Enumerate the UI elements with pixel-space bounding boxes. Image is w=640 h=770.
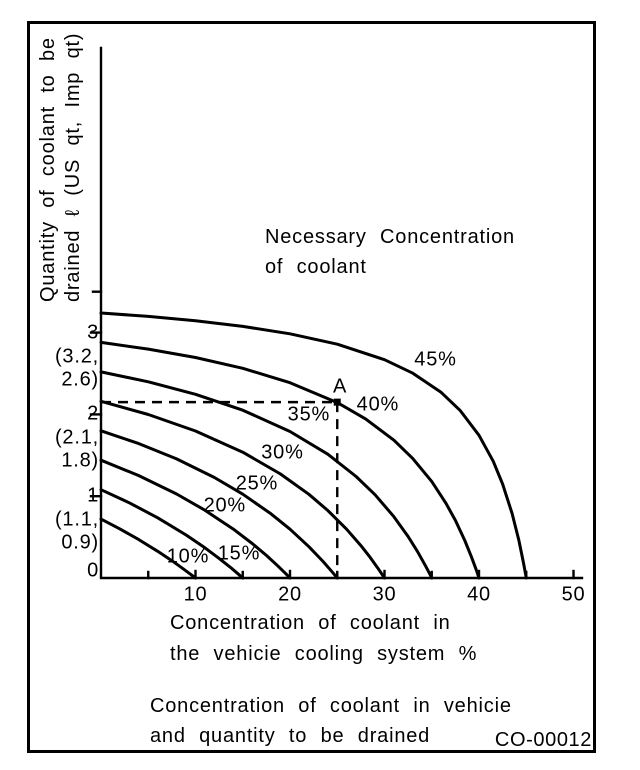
chart-annotation-line1: Necessary Concentration bbox=[265, 226, 515, 248]
curve-label-15pct: 15% bbox=[217, 542, 261, 565]
figure-caption: Concentration of coolant in vehicie and … bbox=[150, 691, 512, 751]
curve-label-10pct: 10% bbox=[166, 545, 210, 568]
figure-code: CO-00012 bbox=[494, 729, 592, 751]
curve-40pct bbox=[99, 340, 481, 580]
y-tick-sublabel-3-2: 2.6) bbox=[61, 368, 99, 391]
x-axis-title-line1: Concentration of coolant in bbox=[170, 612, 451, 634]
curve-35pct bbox=[99, 370, 434, 580]
curve-label-20pct: 20% bbox=[203, 494, 246, 517]
curve-label-35pct: 35% bbox=[287, 403, 331, 426]
figure-caption-line1: Concentration of coolant in vehicie bbox=[150, 695, 512, 717]
x-tick-label-50: 50 bbox=[561, 583, 586, 606]
y-tick-sublabel-2-2: 1.8) bbox=[61, 449, 99, 472]
y-axis-title-line2: drained ℓ (US qt, Imp qt) bbox=[62, 32, 84, 302]
dashed-guide-lines bbox=[101, 400, 339, 578]
figure-frame bbox=[27, 21, 596, 753]
curve-label-40pct: 40% bbox=[356, 393, 400, 416]
x-tick-label-10: 10 bbox=[183, 583, 208, 606]
point-a-label: A bbox=[333, 375, 348, 398]
curve-label-25pct: 25% bbox=[235, 472, 279, 495]
y-tick-label-3: 3 bbox=[87, 321, 99, 344]
y-tick-label-1: 1 bbox=[87, 484, 99, 507]
curve-10pct bbox=[99, 517, 197, 580]
x-tick-label-20: 20 bbox=[278, 583, 302, 606]
y-tick-label-2: 2 bbox=[87, 402, 99, 425]
figure-caption-line2: and quantity to be drained bbox=[150, 725, 431, 747]
y-tick-label-0: 0 bbox=[87, 559, 99, 582]
point-a-marker bbox=[333, 398, 341, 406]
y-tick-sublabel-1-2: 0.9) bbox=[61, 531, 99, 554]
curve-label-30pct: 30% bbox=[261, 441, 304, 464]
x-tick-label-30: 30 bbox=[372, 583, 397, 606]
axes-line bbox=[99, 46, 584, 580]
curve-30pct bbox=[99, 399, 386, 580]
chart-annotation: Necessary Concentration of coolant bbox=[265, 222, 515, 282]
curve-45pct bbox=[99, 311, 528, 580]
y-axis-title-line1: Quantity of coolant to be bbox=[37, 37, 59, 302]
x-axis-title: Concentration of coolant in the vehicie … bbox=[170, 608, 477, 670]
x-tick-label-40: 40 bbox=[467, 583, 491, 606]
curve-label-45pct: 45% bbox=[414, 348, 457, 371]
y-tick-sublabel-2-1: (2.1, bbox=[54, 426, 99, 449]
y-tick-sublabel-3-1: (3.2, bbox=[54, 345, 99, 368]
curve-20pct bbox=[99, 458, 292, 580]
curve-25pct bbox=[99, 429, 339, 580]
chart-annotation-line2: of coolant bbox=[265, 256, 367, 278]
curve-15pct bbox=[99, 488, 245, 580]
x-axis-title-line2: the vehicie cooling system % bbox=[170, 643, 478, 665]
y-axis-title: Quantity of coolant to be drained ℓ (US … bbox=[36, 32, 86, 302]
y-tick-sublabel-1-1: (1.1, bbox=[54, 508, 99, 531]
